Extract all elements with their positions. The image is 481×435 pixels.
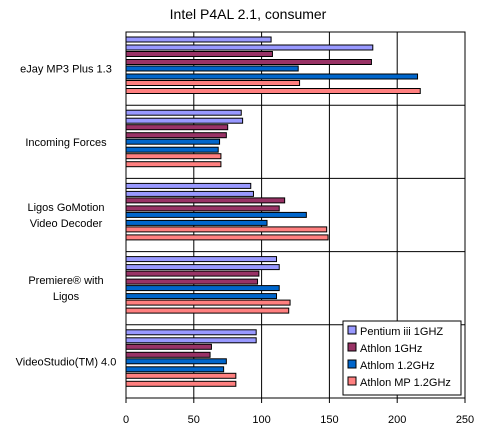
category-label-2: Ligos GoMotion Video Decoder xyxy=(27,202,104,230)
legend-label-2: Athlom 1.2GHz xyxy=(360,360,435,372)
x-axis-ticks: 0 50 100 150 200 250 xyxy=(123,398,474,426)
bar-1-3-0 xyxy=(125,153,222,160)
x-tick-label-1: 50 xyxy=(188,414,200,426)
bar-0-0-0 xyxy=(125,36,272,43)
bar-4-0-0 xyxy=(125,329,257,336)
legend-label-3: Athlon MP 1.2GHz xyxy=(360,377,451,389)
bar-2-2-1 xyxy=(125,219,268,226)
bar-3-2-1 xyxy=(125,293,278,300)
bar-2-0-1 xyxy=(125,190,254,197)
x-tick-label-2: 100 xyxy=(252,414,270,426)
bar-4-1-0 xyxy=(125,343,212,350)
bar-4-1-1 xyxy=(125,351,211,358)
bars xyxy=(125,36,421,387)
bar-4-3-0 xyxy=(125,372,237,379)
x-tick-label-0: 0 xyxy=(123,414,129,426)
category-labels: eJay MP3 Plus 1.3 Incoming Forces Ligos Go… xyxy=(16,64,117,369)
bar-3-3-1 xyxy=(125,307,290,314)
bar-2-1-1 xyxy=(125,205,280,212)
legend-swatch-3 xyxy=(347,376,357,386)
bar-0-0-1 xyxy=(125,44,374,51)
legend-swatch-0 xyxy=(347,325,357,335)
bar-3-1-0 xyxy=(125,270,260,277)
bar-3-2-0 xyxy=(125,285,280,292)
x-tick-label-5: 250 xyxy=(456,414,474,426)
bar-2-3-1 xyxy=(125,234,329,241)
legend-swatch-2 xyxy=(347,359,357,369)
bar-4-2-1 xyxy=(125,366,225,373)
bar-3-0-1 xyxy=(125,264,280,271)
bar-1-0-0 xyxy=(125,109,242,116)
bar-1-3-1 xyxy=(125,161,222,168)
x-tick-label-4: 200 xyxy=(388,414,406,426)
category-label-3: Premiere® with Ligos xyxy=(28,275,103,303)
bar-0-2-1 xyxy=(125,73,419,80)
bar-4-3-1 xyxy=(125,380,237,387)
legend-label-1: Athlon 1GHz xyxy=(360,343,422,355)
bar-2-0-0 xyxy=(125,182,252,189)
bar-4-0-1 xyxy=(125,337,257,344)
bar-1-1-0 xyxy=(125,124,229,131)
bar-2-1-0 xyxy=(125,197,286,204)
bar-0-2-0 xyxy=(125,65,299,72)
bar-3-1-1 xyxy=(125,278,259,285)
bar-1-0-1 xyxy=(125,117,244,124)
x-tick-label-3: 150 xyxy=(320,414,338,426)
category-label-4: VideoStudio(TM) 4.0 xyxy=(16,356,117,368)
bar-2-2-0 xyxy=(125,211,307,218)
bar-0-3-1 xyxy=(125,88,421,94)
bar-1-2-1 xyxy=(125,146,219,153)
legend-box xyxy=(342,320,462,396)
bar-1-1-1 xyxy=(125,132,227,139)
bar-4-2-0 xyxy=(125,358,227,365)
bar-1-2-0 xyxy=(125,138,221,145)
bar-3-3-0 xyxy=(125,299,291,306)
bar-0-1-1 xyxy=(125,59,372,65)
legend: Pentium iii 1GHZ Athlon 1GHz Athlom 1.2GHz… xyxy=(342,320,462,396)
bar-3-0-0 xyxy=(125,256,278,263)
category-label-0: eJay MP3 Plus 1.3 xyxy=(20,64,112,76)
bar-0-3-0 xyxy=(125,80,301,86)
bar-0-1-0 xyxy=(125,51,273,57)
chart-title: Intel P4AL 2.1, consumer xyxy=(170,6,327,22)
legend-label-0: Pentium iii 1GHZ xyxy=(360,326,443,338)
bar-2-3-0 xyxy=(125,226,328,233)
legend-swatch-1 xyxy=(347,342,357,352)
category-label-1: Incoming Forces xyxy=(25,137,107,149)
